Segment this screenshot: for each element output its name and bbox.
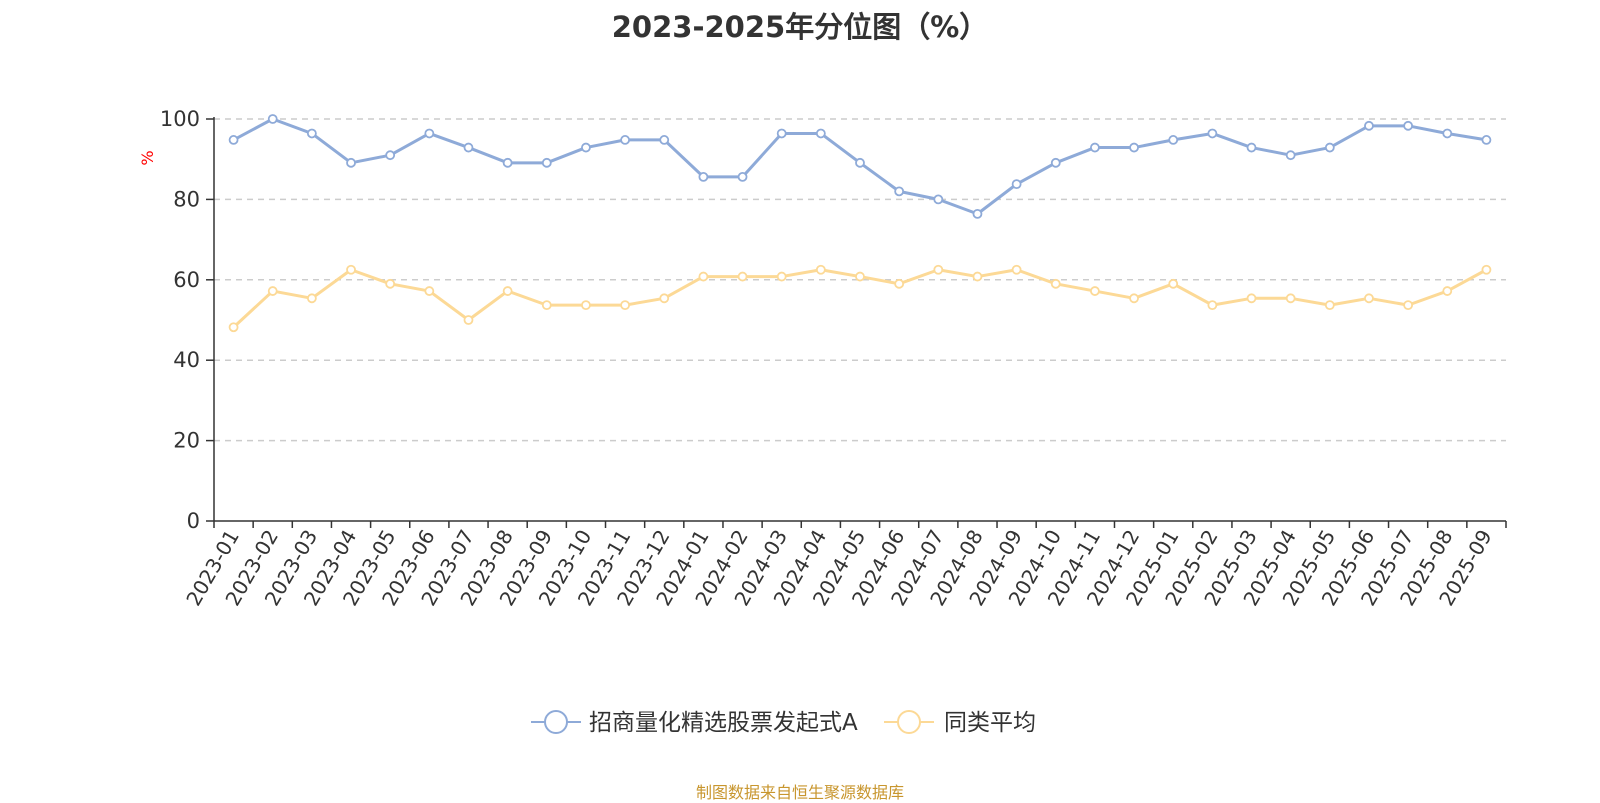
- data-point[interactable]: [1246, 142, 1257, 153]
- data-point[interactable]: [1364, 120, 1374, 131]
- data-point[interactable]: [346, 264, 356, 275]
- data-point[interactable]: [1050, 278, 1061, 289]
- data-point[interactable]: [581, 300, 591, 311]
- data-point[interactable]: [855, 157, 865, 168]
- data-point[interactable]: [1090, 142, 1100, 153]
- data-point[interactable]: [306, 293, 317, 304]
- data-point[interactable]: [424, 128, 435, 139]
- data-point[interactable]: [1129, 142, 1139, 153]
- data-point[interactable]: [894, 278, 905, 289]
- y-axis-label: %: [138, 150, 157, 165]
- y-tick-label: 100: [160, 107, 200, 131]
- data-point[interactable]: [698, 271, 709, 282]
- y-axis-ticks: 0 20 40 60 80 100: [160, 107, 214, 533]
- data-point[interactable]: [933, 264, 944, 275]
- data-point[interactable]: [385, 278, 396, 289]
- data-point[interactable]: [620, 300, 630, 311]
- data-point[interactable]: [815, 128, 826, 139]
- data-point[interactable]: [698, 171, 709, 182]
- data-point[interactable]: [306, 128, 317, 139]
- axes: %: [138, 117, 1506, 522]
- data-point[interactable]: [1442, 286, 1453, 296]
- data-source-note: 制图数据来自恒生聚源数据库: [695, 783, 904, 802]
- data-point[interactable]: [581, 142, 591, 153]
- data-point[interactable]: [737, 171, 748, 182]
- y-tick-label: 20: [173, 429, 200, 453]
- data-point[interactable]: [972, 208, 983, 219]
- data-point[interactable]: [1324, 300, 1335, 311]
- data-point[interactable]: [815, 264, 826, 275]
- data-point[interactable]: [1481, 264, 1492, 275]
- data-point[interactable]: [972, 271, 983, 282]
- data-point[interactable]: [502, 286, 513, 296]
- data-point[interactable]: [1207, 300, 1218, 311]
- legend-item-1[interactable]: 招商量化精选股票发起式A: [531, 710, 858, 736]
- data-point[interactable]: [385, 150, 396, 161]
- data-point[interactable]: [1246, 293, 1257, 304]
- data-point[interactable]: [267, 286, 278, 296]
- data-point[interactable]: [1129, 293, 1139, 304]
- legend-circle-icon: [544, 710, 568, 734]
- data-point[interactable]: [933, 194, 944, 205]
- data-point[interactable]: [855, 271, 865, 282]
- data-point[interactable]: [1285, 293, 1296, 304]
- data-point[interactable]: [737, 271, 748, 282]
- legend-item-2[interactable]: 同类平均: [884, 710, 1036, 736]
- series-2: [228, 264, 1492, 333]
- data-point[interactable]: [541, 300, 552, 311]
- data-point[interactable]: [267, 114, 278, 124]
- chart-title: 2023-2025年分位图（%）: [611, 10, 989, 44]
- series-1: [228, 114, 1492, 219]
- data-point[interactable]: [659, 135, 670, 145]
- data-point[interactable]: [1050, 157, 1061, 168]
- data-point[interactable]: [1481, 135, 1492, 145]
- data-point[interactable]: [620, 135, 630, 145]
- data-point[interactable]: [424, 286, 435, 296]
- data-point[interactable]: [502, 157, 513, 168]
- y-tick-label: 0: [187, 509, 200, 533]
- data-point[interactable]: [1011, 264, 1022, 275]
- series-group: [228, 114, 1492, 333]
- data-point[interactable]: [1403, 120, 1414, 131]
- data-point[interactable]: [463, 315, 474, 325]
- legend-label: 同类平均: [944, 710, 1036, 736]
- data-point[interactable]: [463, 142, 474, 153]
- data-point[interactable]: [1285, 150, 1296, 161]
- data-point[interactable]: [228, 322, 239, 333]
- data-point[interactable]: [776, 128, 787, 139]
- y-tick-label: 80: [173, 187, 200, 211]
- data-point[interactable]: [776, 271, 787, 282]
- data-point[interactable]: [1207, 128, 1218, 139]
- data-point[interactable]: [228, 135, 239, 145]
- legend-label: 招商量化精选股票发起式A: [589, 710, 858, 736]
- y-tick-label: 40: [173, 348, 200, 372]
- y-tick-label: 60: [173, 268, 200, 292]
- data-point[interactable]: [1168, 278, 1179, 289]
- data-point[interactable]: [1403, 300, 1414, 311]
- data-point[interactable]: [1168, 135, 1179, 145]
- data-point[interactable]: [541, 157, 552, 168]
- data-point[interactable]: [1011, 179, 1022, 190]
- data-point[interactable]: [1090, 286, 1100, 296]
- data-point[interactable]: [659, 293, 670, 304]
- data-point[interactable]: [1364, 293, 1374, 304]
- legend: 招商量化精选股票发起式A 同类平均: [531, 710, 1036, 736]
- data-point[interactable]: [346, 157, 356, 168]
- x-axis-ticks: 2023-012023-022023-032023-042023-052023-…: [181, 521, 1507, 610]
- data-point[interactable]: [1324, 142, 1335, 153]
- data-point[interactable]: [894, 186, 905, 197]
- data-point[interactable]: [1442, 128, 1453, 139]
- legend-circle-icon: [897, 710, 921, 734]
